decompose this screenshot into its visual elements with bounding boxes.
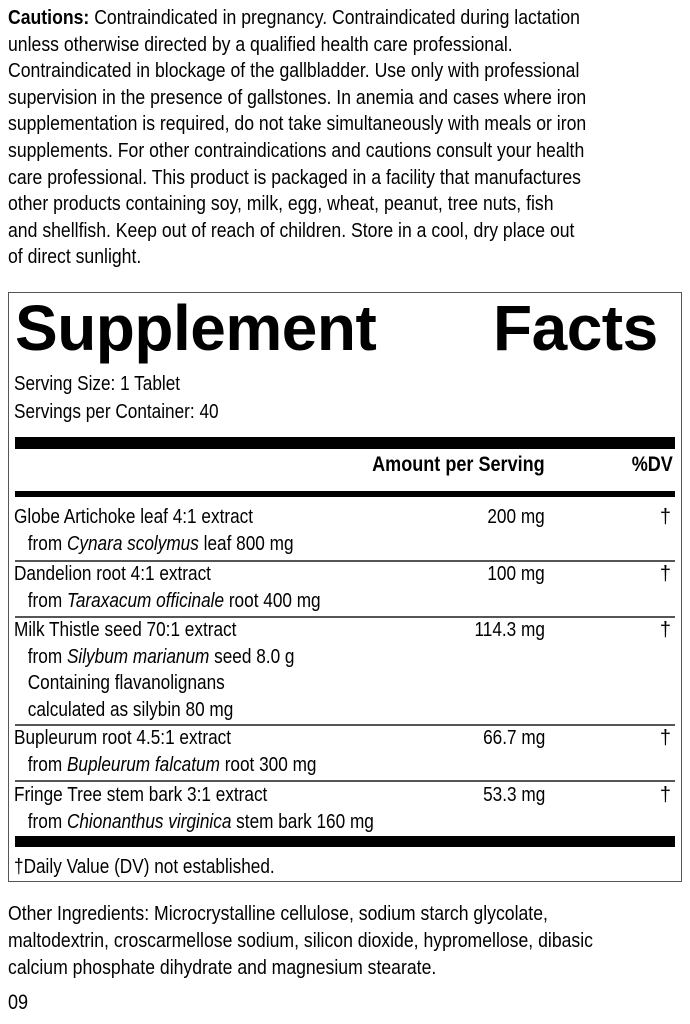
cautions-text: Cautions: Contraindicated in pregnancy. … bbox=[8, 5, 680, 271]
cautions-label: Cautions: bbox=[8, 6, 90, 29]
row-divider bbox=[15, 616, 675, 618]
ingredient-dv: † bbox=[659, 784, 671, 806]
thick-divider bbox=[15, 437, 675, 449]
ingredient-source: from Cynara scolymus leaf 800 mg bbox=[27, 532, 294, 555]
ingredient-name: Dandelion root 4:1 extract bbox=[14, 563, 211, 585]
other-ingredients-line: calcium phosphate dihydrate and magnesiu… bbox=[8, 956, 437, 979]
ingredient-source: from Taraxacum officinale root 400 mg bbox=[27, 589, 321, 612]
ingredient-amount: 200 mg bbox=[487, 506, 545, 528]
other-ingredients: Other Ingredients: Microcrystalline cell… bbox=[8, 900, 688, 981]
serving-size: Serving Size: 1 Tablet bbox=[14, 373, 181, 395]
ingredient-amount: 53.3 mg bbox=[482, 784, 545, 806]
row-divider bbox=[15, 560, 675, 562]
thick-divider bbox=[15, 836, 675, 847]
ingredient-dv: † bbox=[659, 619, 671, 641]
cautions-line: of direct sunlight. bbox=[8, 245, 142, 269]
other-ingredients-line: Other Ingredients: Microcrystalline cell… bbox=[8, 902, 548, 925]
ingredient-dv: † bbox=[659, 727, 671, 749]
ingredient-dv: † bbox=[659, 506, 671, 528]
footnote: †Daily Value (DV) not established. bbox=[14, 856, 275, 878]
panel-title: Supplement Facts bbox=[15, 291, 658, 365]
cautions-line: care professional. This product is packa… bbox=[8, 165, 581, 189]
header-dv: %DV bbox=[631, 453, 673, 476]
ingredient-name: Bupleurum root 4.5:1 extract bbox=[14, 727, 232, 749]
supplement-facts-panel: Supplement Facts Serving Size: 1 Tablet … bbox=[8, 292, 682, 882]
cautions-line: unless otherwise directed by a qualified… bbox=[8, 32, 513, 56]
ingredient-source: from Chionanthus virginica stem bark 160… bbox=[27, 810, 374, 833]
product-code: 09 bbox=[8, 991, 29, 1014]
ingredient-dv: † bbox=[659, 563, 671, 585]
row-divider bbox=[15, 780, 675, 782]
medium-divider bbox=[15, 491, 675, 497]
ingredient-note: calculated as silybin 80 mg bbox=[27, 698, 234, 721]
cautions-line: supplementation is required, do not take… bbox=[8, 112, 587, 136]
cautions-line: Contraindicated in pregnancy. Contraindi… bbox=[89, 6, 580, 29]
ingredient-source: from Silybum marianum seed 8.0 g bbox=[27, 645, 295, 668]
cautions-line: Contraindicated in blockage of the gallb… bbox=[8, 59, 580, 83]
header-amount: Amount per Serving bbox=[372, 453, 545, 476]
row-divider bbox=[15, 724, 675, 726]
ingredient-amount: 100 mg bbox=[487, 563, 545, 585]
ingredient-amount: 114.3 mg bbox=[474, 619, 545, 641]
servings-per-container: Servings per Container: 40 bbox=[14, 401, 219, 423]
cautions-line: other products containing soy, milk, egg… bbox=[8, 192, 554, 216]
title-word-supplement: Supplement bbox=[15, 292, 377, 364]
ingredient-name: Milk Thistle seed 70:1 extract bbox=[14, 619, 237, 641]
ingredient-note: Containing flavanolignans bbox=[27, 672, 225, 694]
ingredient-name: Fringe Tree stem bark 3:1 extract bbox=[14, 784, 268, 806]
title-word-facts: Facts bbox=[493, 292, 658, 364]
ingredient-amount: 66.7 mg bbox=[482, 727, 545, 749]
other-ingredients-line: maltodextrin, croscarmellose sodium, sil… bbox=[8, 929, 593, 952]
cautions-line: supplements. For other contraindications… bbox=[8, 138, 585, 162]
cautions-line: and shellfish. Keep out of reach of chil… bbox=[8, 218, 575, 242]
cautions-line: supervision in the presence of gallstone… bbox=[8, 85, 587, 109]
ingredient-source: from Bupleurum falcatum root 300 mg bbox=[27, 753, 317, 776]
ingredient-name: Globe Artichoke leaf 4:1 extract bbox=[14, 506, 254, 528]
